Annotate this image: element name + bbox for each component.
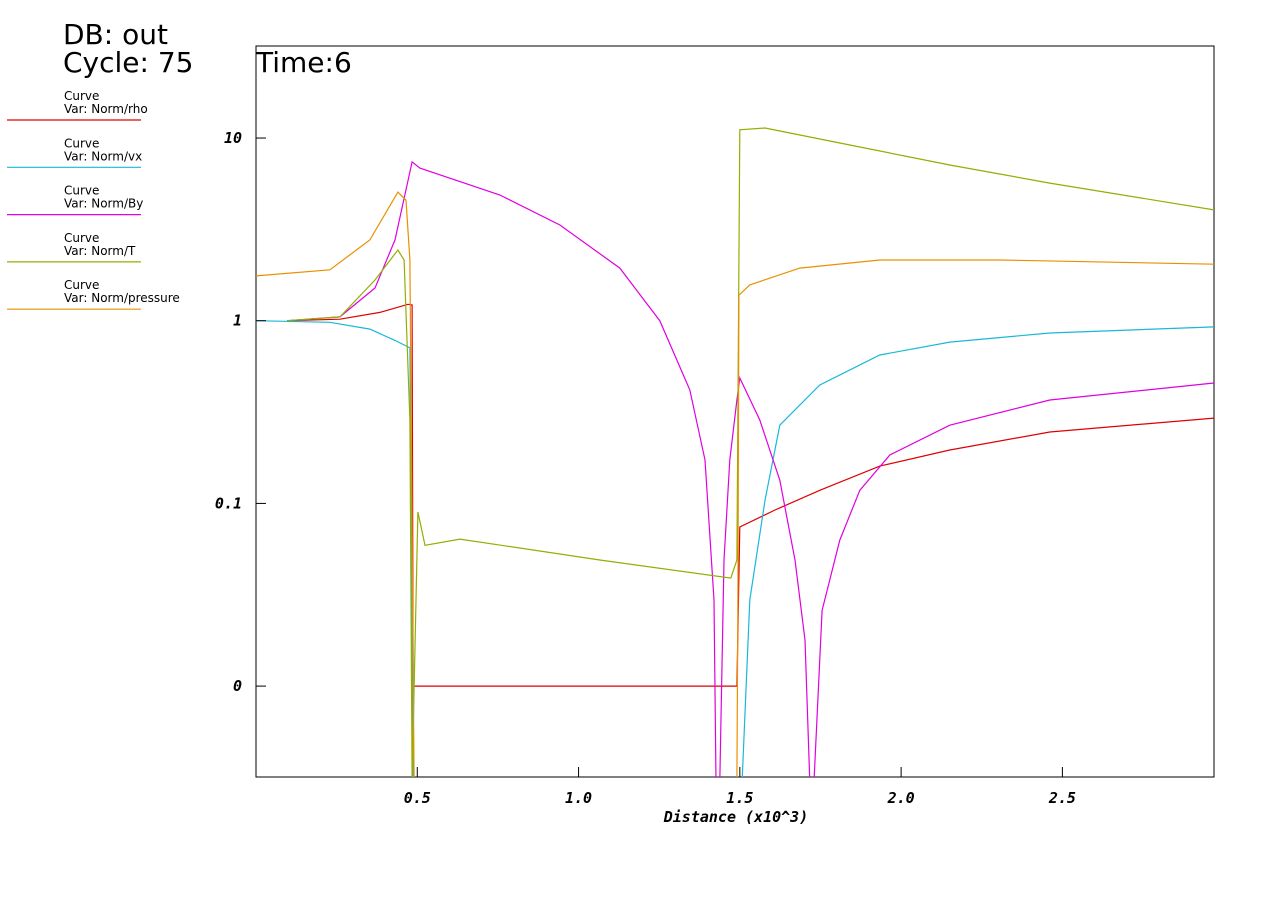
- db-label: DB: out: [63, 18, 168, 51]
- legend-heading: Curve: [64, 136, 99, 150]
- legend-heading: Curve: [64, 231, 99, 245]
- x-tick-label: 2.5: [1048, 789, 1076, 807]
- plot-frame: [255, 45, 1215, 778]
- curve: [256, 191, 1214, 777]
- legend-label: Var: Norm/T: [64, 244, 136, 258]
- time-label: Time:6: [255, 46, 352, 79]
- plot-area: [256, 127, 1214, 777]
- x-tick-label: 1.5: [726, 789, 753, 807]
- x-tick-label: 1.0: [565, 789, 592, 807]
- x-axis-label: Distance (x10^3): [663, 808, 809, 826]
- legend-label: Var: Norm/rho: [64, 102, 148, 116]
- y-tick-label: 10: [224, 129, 242, 147]
- curve: [286, 127, 1214, 777]
- cycle-label: Cycle: 75: [63, 46, 193, 79]
- legend-label: Var: Norm/vx: [64, 149, 142, 163]
- legend-label: Var: Norm/pressure: [64, 291, 180, 305]
- legend-heading: Curve: [64, 278, 99, 292]
- x-tick-label: 2.0: [887, 789, 915, 807]
- x-tick-label: 0.5: [404, 789, 431, 807]
- y-tick-label: 0: [233, 677, 242, 695]
- curve: [256, 320, 1214, 777]
- legend-heading: Curve: [64, 184, 99, 198]
- curve: [286, 160, 1214, 777]
- curve: [286, 303, 1214, 687]
- y-tick-label: 0.1: [215, 494, 242, 512]
- legend-heading: Curve: [64, 89, 99, 103]
- y-tick-label: 1: [233, 312, 242, 330]
- legend-label: Var: Norm/By: [64, 197, 143, 211]
